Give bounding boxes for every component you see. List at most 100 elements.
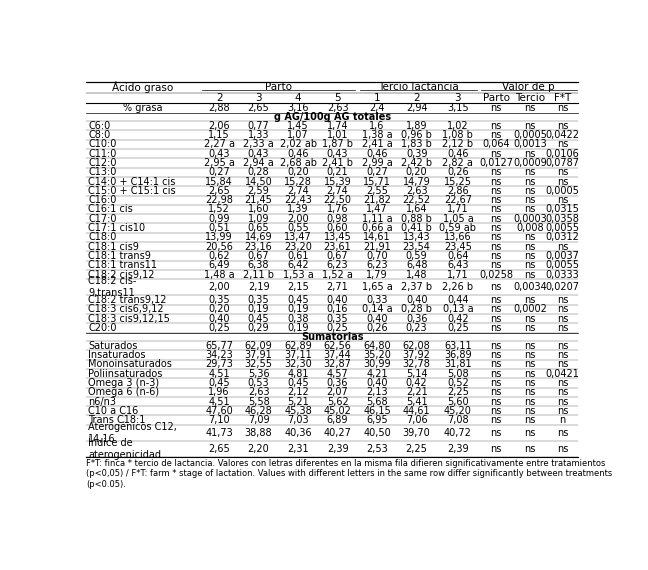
Text: 2,20: 2,20 [248,444,270,454]
Text: 0,19: 0,19 [287,323,309,333]
Text: 0,0358: 0,0358 [546,214,579,224]
Text: 2,25: 2,25 [406,444,428,454]
Text: 13,47: 13,47 [284,233,312,242]
Text: ns: ns [557,397,568,406]
Text: 0,60: 0,60 [327,223,349,233]
Text: 2,31: 2,31 [287,444,309,454]
Text: 39,70: 39,70 [403,428,430,438]
Text: ns: ns [524,341,536,351]
Text: 5,68: 5,68 [366,397,388,406]
Text: 0,46: 0,46 [287,149,309,158]
Text: ns: ns [524,233,536,242]
Text: ns: ns [557,242,568,252]
Text: ns: ns [524,251,536,261]
Text: 2,12 b: 2,12 b [443,139,474,149]
Text: 0,39: 0,39 [406,149,428,158]
Text: 7,08: 7,08 [447,415,469,425]
Text: n: n [559,415,566,425]
Text: 5,62: 5,62 [327,397,349,406]
Text: 7,06: 7,06 [406,415,428,425]
Text: 15,39: 15,39 [324,177,351,186]
Text: C18:1 trans11: C18:1 trans11 [88,260,157,270]
Text: 0,0003: 0,0003 [513,214,547,224]
Text: 0,40: 0,40 [209,314,230,324]
Text: 0,46: 0,46 [447,149,469,158]
Text: ns: ns [491,397,502,406]
Text: 0,064: 0,064 [483,139,510,149]
Text: ns: ns [491,304,502,314]
Text: 22,98: 22,98 [205,195,233,205]
Text: 2,65: 2,65 [208,444,230,454]
Text: 0,25: 0,25 [327,323,349,333]
Text: 0,45: 0,45 [208,378,230,388]
Text: 6,23: 6,23 [327,260,349,270]
Text: Monoinsaturados: Monoinsaturados [88,359,172,369]
Text: ns: ns [524,359,536,369]
Text: 13,43: 13,43 [403,233,430,242]
Text: 2,74: 2,74 [287,186,309,196]
Text: 5,41: 5,41 [406,397,428,406]
Text: 40,27: 40,27 [324,428,352,438]
Text: ns: ns [557,428,568,438]
Text: ns: ns [491,428,502,438]
Text: 2: 2 [216,93,222,103]
Text: Valor de p: Valor de p [502,82,555,92]
Text: 6,95: 6,95 [366,415,388,425]
Text: ns: ns [491,295,502,305]
Text: ns: ns [524,103,536,113]
Text: 40,36: 40,36 [284,428,312,438]
Text: 0,0315: 0,0315 [546,205,579,214]
Text: 45,38: 45,38 [284,406,312,416]
Text: 2,26 b: 2,26 b [443,282,474,292]
Text: C18:1 cis9: C18:1 cis9 [88,242,139,252]
Text: 2,11 b: 2,11 b [243,270,274,280]
Text: 0,52: 0,52 [447,378,469,388]
Text: 0,25: 0,25 [208,323,230,333]
Text: 0,0034: 0,0034 [513,282,547,292]
Text: 1,87 b: 1,87 b [322,139,353,149]
Text: ns: ns [524,444,536,454]
Text: 0,14 a: 0,14 a [362,304,393,314]
Text: 14,61: 14,61 [364,233,391,242]
Text: Tercio: Tercio [515,93,545,103]
Text: 37,44: 37,44 [324,350,351,360]
Text: 0,0422: 0,0422 [546,130,579,140]
Text: 5,58: 5,58 [248,397,270,406]
Text: 2,33 a: 2,33 a [243,139,274,149]
Text: ns: ns [524,195,536,205]
Text: 1,64: 1,64 [406,205,428,214]
Text: ns: ns [557,295,568,305]
Text: 0,51: 0,51 [208,223,230,233]
Text: 3: 3 [455,93,461,103]
Text: ns: ns [491,415,502,425]
Text: 2,25: 2,25 [447,387,469,397]
Text: 0,0005: 0,0005 [546,186,579,196]
Text: 0,25: 0,25 [447,323,469,333]
Text: 62,89: 62,89 [284,341,312,351]
Text: C15:0 + C15:1 cis: C15:0 + C15:1 cis [88,186,176,196]
Text: 5: 5 [334,93,341,103]
Text: C12:0: C12:0 [88,158,117,168]
Text: ns: ns [524,397,536,406]
Text: 2,02 ab: 2,02 ab [279,139,317,149]
Text: 0,77: 0,77 [248,121,270,131]
Text: Insaturados: Insaturados [88,350,146,360]
Text: 3,16: 3,16 [287,103,309,113]
Text: ns: ns [524,323,536,333]
Text: C13:0: C13:0 [88,167,117,177]
Text: C14:0 + C14:1 cis: C14:0 + C14:1 cis [88,177,176,186]
Text: 1,52 a: 1,52 a [322,270,353,280]
Text: ns: ns [524,177,536,186]
Text: 0,42: 0,42 [406,378,428,388]
Text: ns: ns [557,378,568,388]
Text: ns: ns [491,130,502,140]
Text: Poliinsaturados: Poliinsaturados [88,369,163,378]
Text: Saturados: Saturados [88,341,137,351]
Text: 6,89: 6,89 [327,415,349,425]
Text: 0,28: 0,28 [248,167,270,177]
Text: 1,01: 1,01 [327,130,349,140]
Text: 7,03: 7,03 [287,415,309,425]
Text: 0,41 b: 0,41 b [401,223,432,233]
Text: 47,60: 47,60 [205,406,233,416]
Text: ns: ns [557,444,568,454]
